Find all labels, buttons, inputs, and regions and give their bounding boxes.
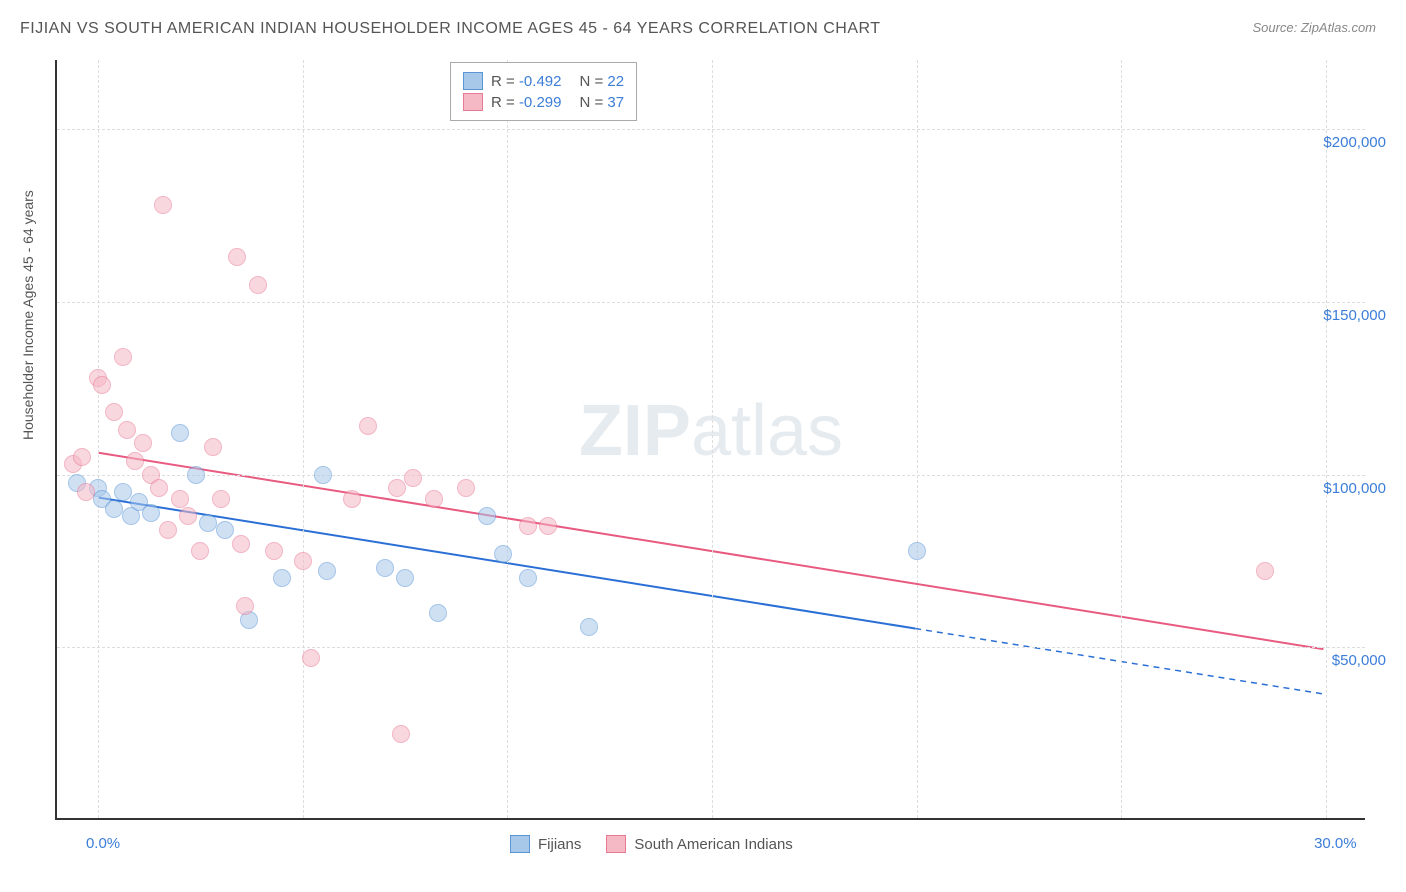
scatter-point — [105, 403, 123, 421]
scatter-point — [302, 649, 320, 667]
scatter-point — [343, 490, 361, 508]
x-tick-label: 0.0% — [86, 835, 120, 852]
scatter-point — [908, 542, 926, 560]
scatter-point — [249, 276, 267, 294]
chart-container: FIJIAN VS SOUTH AMERICAN INDIAN HOUSEHOL… — [0, 0, 1406, 892]
scatter-point — [114, 483, 132, 501]
legend-series-label: South American Indians — [634, 836, 792, 853]
scatter-point — [105, 500, 123, 518]
scatter-point — [429, 604, 447, 622]
legend-r-label: R = -0.299 — [491, 94, 561, 111]
trend-line-dashed — [915, 629, 1323, 694]
scatter-point — [187, 466, 205, 484]
scatter-point — [265, 542, 283, 560]
scatter-point — [314, 466, 332, 484]
scatter-point — [376, 559, 394, 577]
scatter-point — [494, 545, 512, 563]
scatter-point — [388, 479, 406, 497]
gridline-vertical — [98, 60, 99, 818]
scatter-point — [114, 348, 132, 366]
legend-correlation-row: R = -0.299 N = 37 — [463, 93, 624, 111]
gridline-horizontal — [57, 647, 1365, 648]
scatter-point — [228, 248, 246, 266]
legend-series-item: South American Indians — [606, 835, 792, 853]
plot-area: ZIPatlas — [55, 60, 1365, 820]
gridline-vertical — [303, 60, 304, 818]
scatter-point — [204, 438, 222, 456]
y-tick-label: $150,000 — [1323, 307, 1386, 324]
scatter-point — [539, 517, 557, 535]
scatter-point — [232, 535, 250, 553]
scatter-point — [478, 507, 496, 525]
scatter-point — [73, 448, 91, 466]
y-axis-label: Householder Income Ages 45 - 64 years — [20, 190, 36, 440]
scatter-point — [396, 569, 414, 587]
scatter-point — [171, 490, 189, 508]
watermark-bold: ZIP — [579, 391, 691, 471]
legend-series-label: Fijians — [538, 836, 581, 853]
y-tick-label: $100,000 — [1323, 480, 1386, 497]
scatter-point — [212, 490, 230, 508]
scatter-point — [273, 569, 291, 587]
scatter-point — [179, 507, 197, 525]
watermark-light: atlas — [691, 391, 843, 471]
y-tick-label: $50,000 — [1332, 652, 1386, 669]
gridline-vertical — [917, 60, 918, 818]
gridline-horizontal — [57, 475, 1365, 476]
legend-n-label: N = 22 — [579, 73, 624, 90]
gridline-vertical — [712, 60, 713, 818]
scatter-point — [359, 417, 377, 435]
legend-series-item: Fijians — [510, 835, 581, 853]
legend-swatch — [606, 835, 626, 853]
scatter-point — [457, 479, 475, 497]
legend-correlation: R = -0.492 N = 22 R = -0.299 N = 37 — [450, 62, 637, 121]
scatter-point — [191, 542, 209, 560]
trend-lines-svg — [57, 60, 1365, 818]
legend-correlation-row: R = -0.492 N = 22 — [463, 72, 624, 90]
legend-series: Fijians South American Indians — [510, 835, 793, 853]
scatter-point — [392, 725, 410, 743]
legend-r-label: R = -0.492 — [491, 73, 561, 90]
chart-title: FIJIAN VS SOUTH AMERICAN INDIAN HOUSEHOL… — [20, 20, 881, 38]
gridline-horizontal — [57, 129, 1365, 130]
scatter-point — [580, 618, 598, 636]
scatter-point — [118, 421, 136, 439]
scatter-point — [294, 552, 312, 570]
scatter-point — [425, 490, 443, 508]
scatter-point — [159, 521, 177, 539]
gridline-vertical — [1121, 60, 1122, 818]
scatter-point — [142, 504, 160, 522]
scatter-point — [93, 376, 111, 394]
scatter-point — [216, 521, 234, 539]
scatter-point — [171, 424, 189, 442]
legend-n-label: N = 37 — [579, 94, 624, 111]
scatter-point — [519, 517, 537, 535]
scatter-point — [126, 452, 144, 470]
x-tick-label: 30.0% — [1314, 835, 1357, 852]
scatter-point — [236, 597, 254, 615]
scatter-point — [1256, 562, 1274, 580]
scatter-point — [199, 514, 217, 532]
watermark-text: ZIPatlas — [579, 390, 843, 472]
gridline-horizontal — [57, 302, 1365, 303]
gridline-vertical — [507, 60, 508, 818]
scatter-point — [154, 196, 172, 214]
scatter-point — [134, 434, 152, 452]
scatter-point — [519, 569, 537, 587]
scatter-point — [404, 469, 422, 487]
gridline-vertical — [1326, 60, 1327, 818]
legend-swatch — [463, 93, 483, 111]
legend-swatch — [463, 72, 483, 90]
scatter-point — [150, 479, 168, 497]
source-attribution: Source: ZipAtlas.com — [1252, 20, 1376, 35]
y-tick-label: $200,000 — [1323, 134, 1386, 151]
legend-swatch — [510, 835, 530, 853]
scatter-point — [318, 562, 336, 580]
scatter-point — [77, 483, 95, 501]
